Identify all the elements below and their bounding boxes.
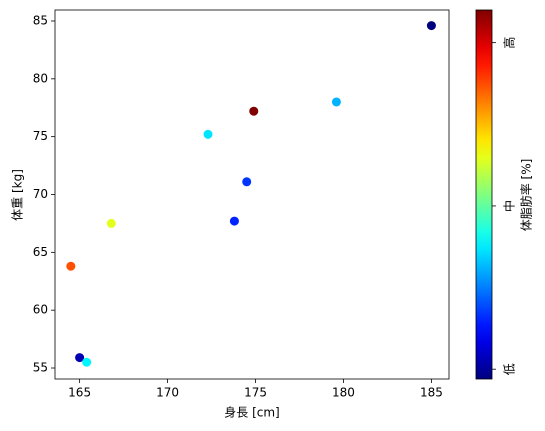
x-tick-label: 180 (332, 386, 355, 400)
x-tick-label: 170 (156, 386, 179, 400)
point (66, 261, 76, 271)
point (82, 357, 92, 367)
y-tick-label: 55 (33, 361, 48, 375)
point (426, 21, 436, 31)
plot-area (54, 9, 450, 380)
colorbar-label: 体脂肪率 [%] (519, 159, 534, 232)
y-tick-label: 70 (33, 187, 48, 201)
point (242, 177, 252, 187)
point (229, 216, 239, 226)
x-axis-label: 身長 [cm] (224, 405, 279, 420)
y-tick-label: 60 (33, 303, 48, 317)
y-tick-label: 80 (33, 71, 48, 85)
point (203, 129, 213, 139)
point (75, 353, 85, 363)
colorbar-tick-label: 低 (503, 363, 517, 375)
x-tick-label: 175 (244, 386, 267, 400)
colorbar-tick-label: 高 (502, 37, 517, 49)
y-tick-label: 65 (33, 245, 48, 259)
colorbar-tick-label: 中 (502, 200, 517, 212)
point (249, 106, 259, 116)
point (331, 97, 341, 107)
x-tick-label: 185 (420, 386, 443, 400)
y-tick-label: 85 (33, 13, 48, 27)
colorbar (475, 9, 493, 380)
y-tick-label: 75 (33, 129, 48, 143)
y-axis-label: 体重 [kg] (11, 169, 25, 221)
x-tick-label: 165 (68, 386, 91, 400)
point (106, 218, 116, 228)
